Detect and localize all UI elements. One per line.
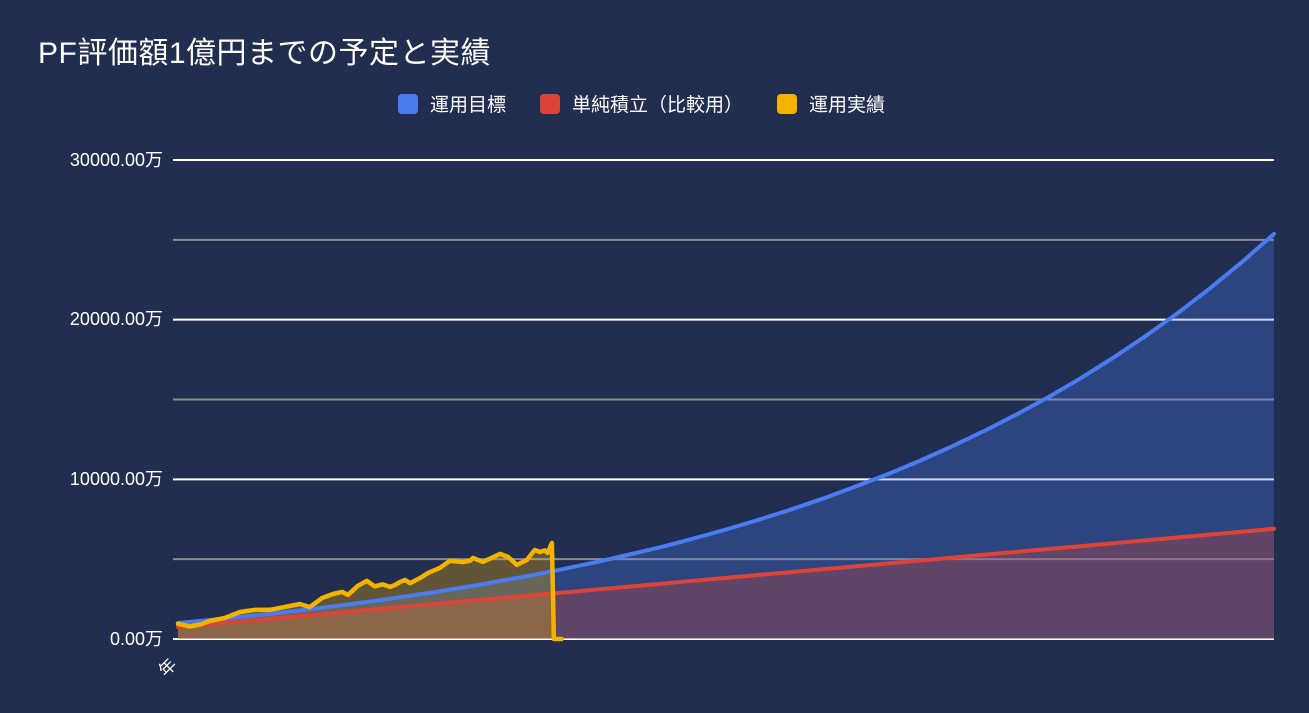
legend-label-simple-accumulation: 単純積立（比較用） bbox=[571, 95, 743, 116]
chart-title: PF評価額1億円までの予定と実績 bbox=[38, 37, 492, 70]
legend-swatch-target bbox=[397, 93, 418, 114]
series-area-0 bbox=[178, 233, 1274, 639]
legend-label-target: 運用目標 bbox=[429, 95, 506, 116]
legend-item-actual: 運用実績 bbox=[777, 90, 885, 117]
y-axis-label: 10000.00万 bbox=[69, 469, 163, 489]
y-axis-label: 20000.00万 bbox=[69, 309, 163, 329]
legend-swatch-actual bbox=[777, 93, 797, 114]
legend: 運用目標 単純積立（比較用） 運用実績 bbox=[0, 90, 1309, 117]
series-area-1 bbox=[178, 528, 1274, 639]
series-line-0 bbox=[176, 231, 1276, 625]
legend-label-actual: 運用実績 bbox=[809, 95, 886, 116]
y-axis-label: 30000.00万 bbox=[69, 150, 163, 170]
series-line-2 bbox=[175, 540, 564, 642]
series-line-1 bbox=[176, 526, 1276, 629]
legend-swatch-simple-accumulation bbox=[539, 93, 560, 114]
legend-item-simple-accumulation: 単純積立（比較用） bbox=[539, 90, 743, 117]
y-axis-label: 0.00万 bbox=[109, 629, 163, 649]
legend-item-target: 運用目標 bbox=[397, 90, 506, 117]
